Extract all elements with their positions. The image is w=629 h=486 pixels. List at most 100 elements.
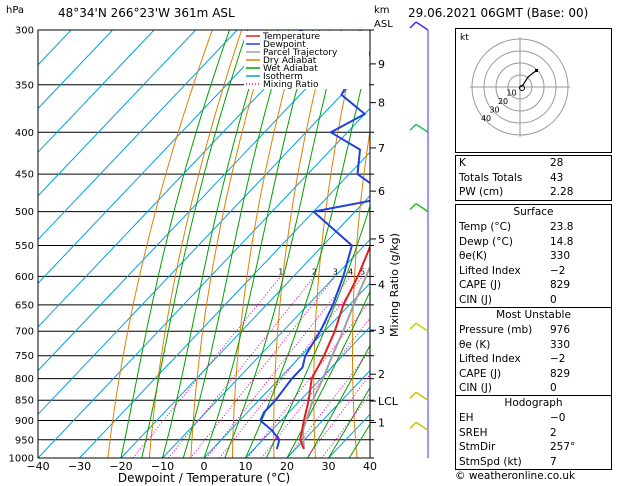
copyright: © weatheronline.co.uk [455, 470, 576, 482]
profile-curves [259, 30, 370, 450]
wet-adiabat-line [245, 48, 370, 458]
wet-adiabat-line [141, 30, 248, 458]
pressure-tick-label: 850 [15, 396, 34, 407]
temperature-tick-label: −10 [151, 460, 174, 473]
pressure-tick-label: 400 [15, 128, 34, 139]
hodograph-ring-label: 20 [498, 97, 508, 106]
hpa-label: hPa [6, 5, 24, 16]
temperature-tick-label: −40 [26, 460, 49, 473]
wet-adiabat-line [203, 30, 314, 458]
wind-barb [415, 202, 429, 213]
wind-barb [415, 391, 429, 401]
temperature-tick-label: 10 [239, 460, 253, 473]
height-tick-label: 3 [378, 324, 385, 337]
most-unstable-value: −2 [550, 353, 566, 366]
wind-barb [415, 421, 429, 431]
index-label: K [459, 157, 466, 169]
temperature-tick-label: 30 [322, 460, 336, 473]
surface-row: CAPE (J) 829 [456, 278, 611, 293]
legend-entry: Dewpoint [263, 40, 306, 50]
wet-adiabat-line [182, 30, 289, 458]
wet-adiabat-line [286, 290, 370, 458]
surface-label: Temp (°C) [459, 221, 512, 233]
isotherm-line [38, 30, 362, 372]
hodograph-table-label: EH [459, 412, 474, 424]
hodograph-table-value: 257° [550, 441, 576, 454]
legend-entry: Parcel Trajectory [263, 48, 338, 58]
mixing-ratio-label: 5 [360, 267, 365, 276]
index-value: 2.28 [550, 186, 574, 199]
hodograph-panel: kt 10 20 30 40 [455, 28, 612, 153]
mixing-ratio-line [206, 276, 351, 458]
hodograph-table-row: EH −0 [456, 411, 611, 426]
index-row: K 28 [456, 156, 611, 171]
dry-adiabat-line [107, 30, 213, 458]
wind-barb-flag [409, 391, 417, 399]
most-unstable-value: 330 [550, 338, 571, 351]
index-label: PW (cm) [459, 186, 504, 199]
most-unstable-row: Pressure (mb) 976 [456, 323, 611, 338]
surface-row: θe(K) 330 [456, 249, 611, 264]
surface-value: 23.8 [550, 221, 574, 233]
mixing-ratio-axis-label: Mixing Ratio (g/kg) [388, 233, 401, 337]
parcel-trajectory-line [302, 264, 370, 450]
temperature-tick-label: −30 [68, 460, 91, 473]
surface-label: Lifted Index [459, 264, 521, 277]
legend-entry: Isotherm [263, 72, 303, 82]
location-label: 48°34'N 266°23'W 361m ASL [58, 6, 235, 20]
most-unstable-title: Most Unstable [496, 309, 571, 321]
pressure-tick-label: 950 [15, 435, 34, 446]
mixing-ratio-line [321, 393, 370, 458]
hodograph-table-value: −0 [550, 412, 566, 424]
surface-value: 0 [550, 293, 557, 306]
hodograph-table-label: StmSpd (kt) [459, 455, 522, 468]
wet-adiabat-line [265, 204, 370, 458]
diagram-grid: 12345810152025 [38, 30, 370, 458]
most-unstable-row: θe (K) 330 [456, 338, 611, 353]
most-unstable-label: θe (K) [459, 338, 491, 351]
surface-row: Dewp (°C) 14.8 [456, 235, 611, 250]
hodograph-table-row: SREH 2 [456, 426, 611, 441]
hodograph-table-row: StmSpd (kt) 7 [456, 455, 611, 470]
mixing-ratio-label: 1 [278, 267, 283, 276]
hodograph-trace [519, 70, 537, 88]
legend-entry: Temperature [262, 32, 320, 42]
height-tick-label: 4 [378, 279, 385, 292]
hodograph-ring-label: 10 [506, 88, 516, 97]
temperature-tick-label: 0 [201, 460, 208, 473]
most-unstable-table: Most Unstable Pressure (mb) 976 θe (K) 330 L… [455, 307, 612, 397]
isotherm-line [38, 30, 155, 153]
most-unstable-label: CAPE (J) [459, 367, 502, 380]
surface-label: CIN (J) [459, 293, 492, 306]
pressure-tick-label: 1000 [9, 454, 34, 465]
surface-value: 330 [550, 250, 571, 263]
height-tick-label: LCL [378, 395, 399, 408]
hodograph-table-label: StmDir [459, 441, 496, 454]
wind-barb-flag [409, 421, 417, 429]
wind-barb-flag [409, 203, 417, 211]
surface-value: −2 [550, 264, 566, 277]
hodograph-table-value: 7 [550, 455, 557, 468]
isotherm-line [120, 195, 370, 458]
dry-adiabat-line [273, 30, 331, 458]
axes: 3003504004505005506006507007508008509009… [9, 26, 399, 474]
plot-frame [37, 29, 371, 459]
isotherm-line [38, 107, 370, 458]
isotherm-line [38, 30, 321, 328]
legend-entry: Wet Adiabat [263, 64, 318, 74]
isotherm-line [38, 30, 238, 241]
pressure-tick-label: 350 [15, 80, 34, 91]
temperature-line [299, 244, 370, 450]
hodograph-table-title: Hodograph [504, 397, 563, 409]
wet-adiabat-line [120, 30, 230, 458]
hodograph-table: Hodograph EH −0 SREH 2 StmDir 257° StmSpd (kt)… [455, 395, 612, 471]
most-unstable-label: Lifted Index [459, 353, 521, 366]
pressure-tick-label: 300 [15, 26, 34, 37]
most-unstable-value: 0 [550, 382, 557, 395]
height-tick-label: 1 [378, 417, 385, 430]
asl-label: ASL [374, 19, 393, 30]
hodograph-table-row: StmDir 257° [456, 440, 611, 455]
wet-adiabat-line [307, 344, 370, 458]
pressure-tick-label: 750 [15, 351, 34, 362]
